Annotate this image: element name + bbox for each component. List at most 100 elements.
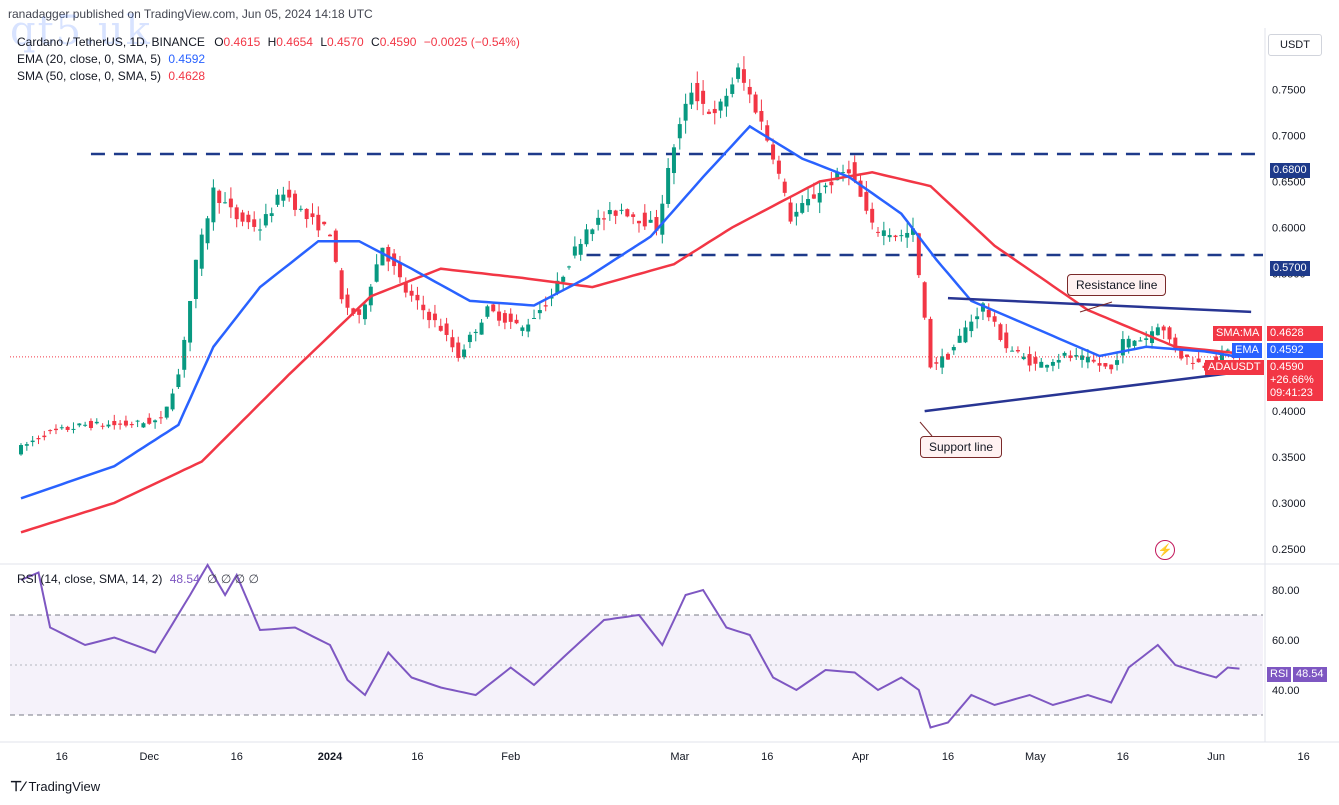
ema-legend-label: EMA (20, close, 0, SMA, 5) [17, 52, 162, 66]
candle-body [747, 86, 752, 95]
last-change: +26.66% [1270, 374, 1314, 386]
sma-legend[interactable]: SMA (50, close, 0, SMA, 5) 0.4628 [17, 69, 205, 83]
close-label: C [371, 35, 380, 49]
price-tick-label: 0.7500 [1272, 85, 1306, 97]
candle-body [654, 217, 659, 231]
candle-body [1004, 332, 1009, 349]
candle-body [462, 349, 467, 358]
open-value: 0.4615 [223, 35, 261, 49]
candle-body [36, 438, 41, 440]
candle-body [421, 304, 426, 311]
candle-body [1225, 349, 1230, 351]
high-value: 0.4654 [276, 35, 313, 49]
candle-body [193, 259, 198, 299]
candle-body [415, 294, 420, 301]
tv-logo-text: TradingView [28, 779, 101, 794]
candle-body [176, 374, 181, 388]
candle-body [602, 218, 606, 220]
rsi-tick-label: 40.00 [1272, 685, 1300, 697]
candle-body [910, 228, 915, 235]
level-label-mid: 0.5700 [1270, 261, 1310, 276]
candle-body [701, 90, 706, 104]
candle-body [135, 420, 140, 422]
candle-body [864, 192, 869, 211]
candle-body [636, 220, 641, 224]
candle-body [1115, 360, 1120, 365]
candle-body [147, 417, 152, 424]
candle-body [53, 428, 58, 431]
candle-body [123, 420, 128, 426]
candle-body [1050, 361, 1055, 366]
price-tick-label: 0.3000 [1272, 498, 1306, 510]
time-tick-label: 16 [411, 751, 423, 763]
level-label-high: 0.6800 [1270, 163, 1310, 178]
candle-body [508, 313, 513, 322]
candle-body [753, 94, 758, 113]
candle-body [252, 219, 257, 227]
candle-body [1039, 361, 1044, 368]
candle-body [182, 339, 187, 370]
candle-body [333, 230, 338, 262]
candle-body [403, 282, 408, 293]
candle-body [572, 246, 577, 256]
high-label: H [267, 35, 277, 49]
candle-body [1202, 365, 1207, 368]
candle-body [945, 353, 950, 360]
candle-body [240, 212, 245, 222]
rsi-legend-value: 48.54 [169, 572, 200, 586]
candle-body [293, 193, 298, 210]
candle-body [1190, 362, 1195, 364]
low-label: L [320, 35, 327, 49]
tradingview-logo[interactable]: ⊤⁄ TradingView [10, 778, 100, 795]
sma-ma-pill-label: SMA:MA [1213, 326, 1263, 341]
candle-body [718, 101, 723, 111]
ema-legend-value: 0.4592 [168, 52, 206, 66]
price-tick-label: 0.7000 [1272, 131, 1306, 143]
candle-body [823, 185, 828, 188]
rsi-legend[interactable]: RSI (14, close, SMA, 14, 2) 48.54 ∅ ∅ ∅ … [17, 572, 259, 586]
candle-body [409, 290, 414, 296]
candle-body [870, 208, 875, 223]
candle-body [951, 347, 956, 351]
candle-body [112, 420, 117, 426]
rsi-tick-label: 80.00 [1272, 585, 1300, 597]
time-tick-label: 2024 [318, 751, 343, 763]
support-line-callout[interactable]: Support line [920, 436, 1003, 458]
candle-body [980, 303, 985, 312]
watermark: qt5.uk [10, 8, 152, 54]
lightning-icon[interactable]: ⚡ [1155, 540, 1175, 560]
currency-button[interactable]: USDT [1268, 34, 1322, 56]
candle-body [671, 147, 676, 174]
sma-ma-pill-value: 0.4628 [1267, 326, 1323, 341]
sma-legend-value: 0.4628 [168, 69, 206, 83]
candle-body [380, 247, 385, 266]
candle-body [829, 181, 834, 186]
candle-body [94, 421, 99, 424]
ema-legend[interactable]: EMA (20, close, 0, SMA, 5) 0.4592 [17, 52, 205, 66]
candle-body [817, 192, 822, 203]
time-tick-label: Feb [501, 751, 520, 763]
candle-body [304, 208, 309, 220]
candle-body [456, 342, 461, 358]
candle-body [631, 214, 636, 217]
candle-body [1010, 350, 1015, 352]
candle-body [858, 180, 863, 197]
candle-body [998, 324, 1003, 340]
candle-body [427, 311, 432, 321]
candle-body [1109, 364, 1114, 370]
candle-body [1097, 363, 1102, 366]
candle-body [497, 311, 502, 321]
candle-body [1085, 356, 1090, 363]
candle-body [1179, 349, 1184, 359]
candle-body [77, 423, 82, 426]
resistance-line-callout[interactable]: Resistance line [1067, 274, 1167, 296]
sma50-line [20, 171, 1240, 534]
candle-body [1080, 355, 1085, 360]
candle-body [584, 229, 589, 245]
candle-body [940, 356, 945, 368]
symbol-title[interactable]: Cardano / TetherUS, 1D, BINANCE [17, 35, 205, 49]
candle-body [129, 424, 134, 426]
candle-body [677, 124, 682, 139]
candle-body [759, 110, 764, 122]
